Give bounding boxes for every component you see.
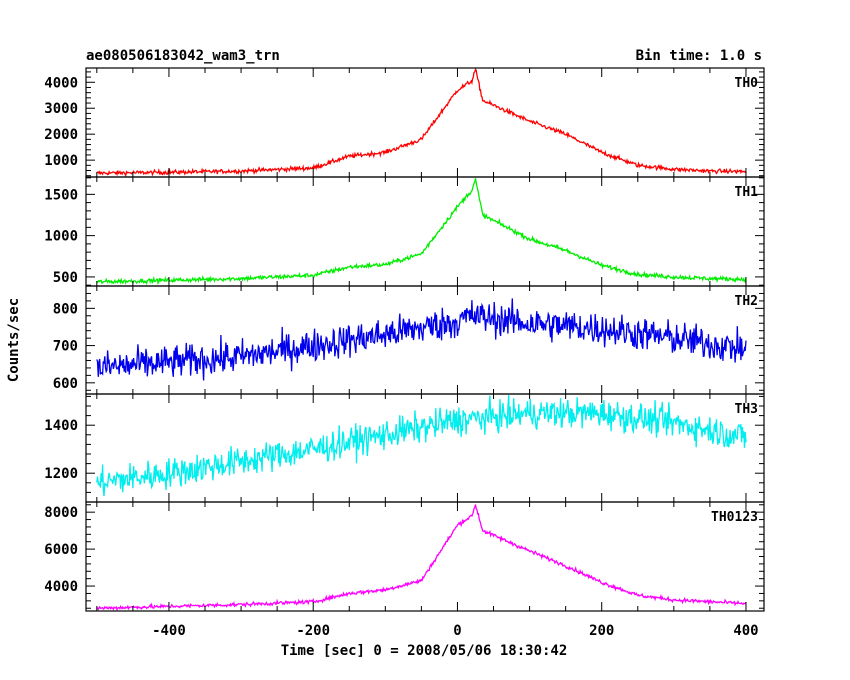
panel-label: TH1 xyxy=(735,185,759,200)
x-axis-label: Time [sec] 0 = 2008/05/06 18:30:42 xyxy=(281,643,568,659)
panel-frame xyxy=(85,67,765,178)
y-tick-label: 1200 xyxy=(44,466,78,482)
panel-th0: 1000 2000 3000 4000 TH0 xyxy=(44,67,765,178)
series-line-th0 xyxy=(96,67,747,178)
y-tick-label: 700 xyxy=(53,339,78,355)
panel-label: TH0 xyxy=(735,76,759,91)
y-tick-label: 1000 xyxy=(44,229,78,245)
y-tick-label: 4000 xyxy=(44,75,78,91)
panel-th1: 500 1000 1500 TH1 xyxy=(44,176,765,287)
panel-label: TH2 xyxy=(735,294,758,309)
chart-title: ae080506183042_wam3_trn xyxy=(86,48,280,64)
y-tick-label: 1500 xyxy=(44,187,78,203)
panel-th0123: 4000 6000 8000 TH0123 xyxy=(44,501,765,612)
bin-time-label: Bin time: 1.0 s xyxy=(636,48,762,64)
panel-th2: 600 700 800 TH2 xyxy=(53,285,765,395)
y-tick-label: 1000 xyxy=(44,153,78,169)
series-line-th1 xyxy=(96,178,747,286)
y-tick-label: 4000 xyxy=(44,579,78,595)
y-tick-label: 3000 xyxy=(44,101,78,117)
panel-label: TH3 xyxy=(735,402,758,417)
series-line-th2 xyxy=(96,298,747,381)
panel-label: TH0123 xyxy=(711,510,758,525)
panel-frame xyxy=(85,501,765,612)
x-tick-label: 0 xyxy=(453,623,461,639)
x-tick-label: -200 xyxy=(296,623,330,639)
y-tick-label: 2000 xyxy=(44,127,78,143)
x-tick-label: -400 xyxy=(152,623,186,639)
y-tick-label: 8000 xyxy=(44,505,78,521)
y-tick-label: 500 xyxy=(53,270,78,286)
y-tick-label: 6000 xyxy=(44,542,78,558)
panel-frame xyxy=(85,176,765,287)
y-axis-label: Counts/sec xyxy=(6,298,22,382)
panel-th3: 1200 1400 TH3 xyxy=(44,393,765,503)
series-line-th3 xyxy=(96,394,747,497)
y-tick-label: 1400 xyxy=(44,418,78,434)
y-tick-label: 800 xyxy=(53,301,78,317)
x-tick-label: 400 xyxy=(733,623,758,639)
x-tick-label: 200 xyxy=(589,623,614,639)
y-tick-label: 600 xyxy=(53,376,78,392)
series-line-th0123 xyxy=(96,504,747,612)
